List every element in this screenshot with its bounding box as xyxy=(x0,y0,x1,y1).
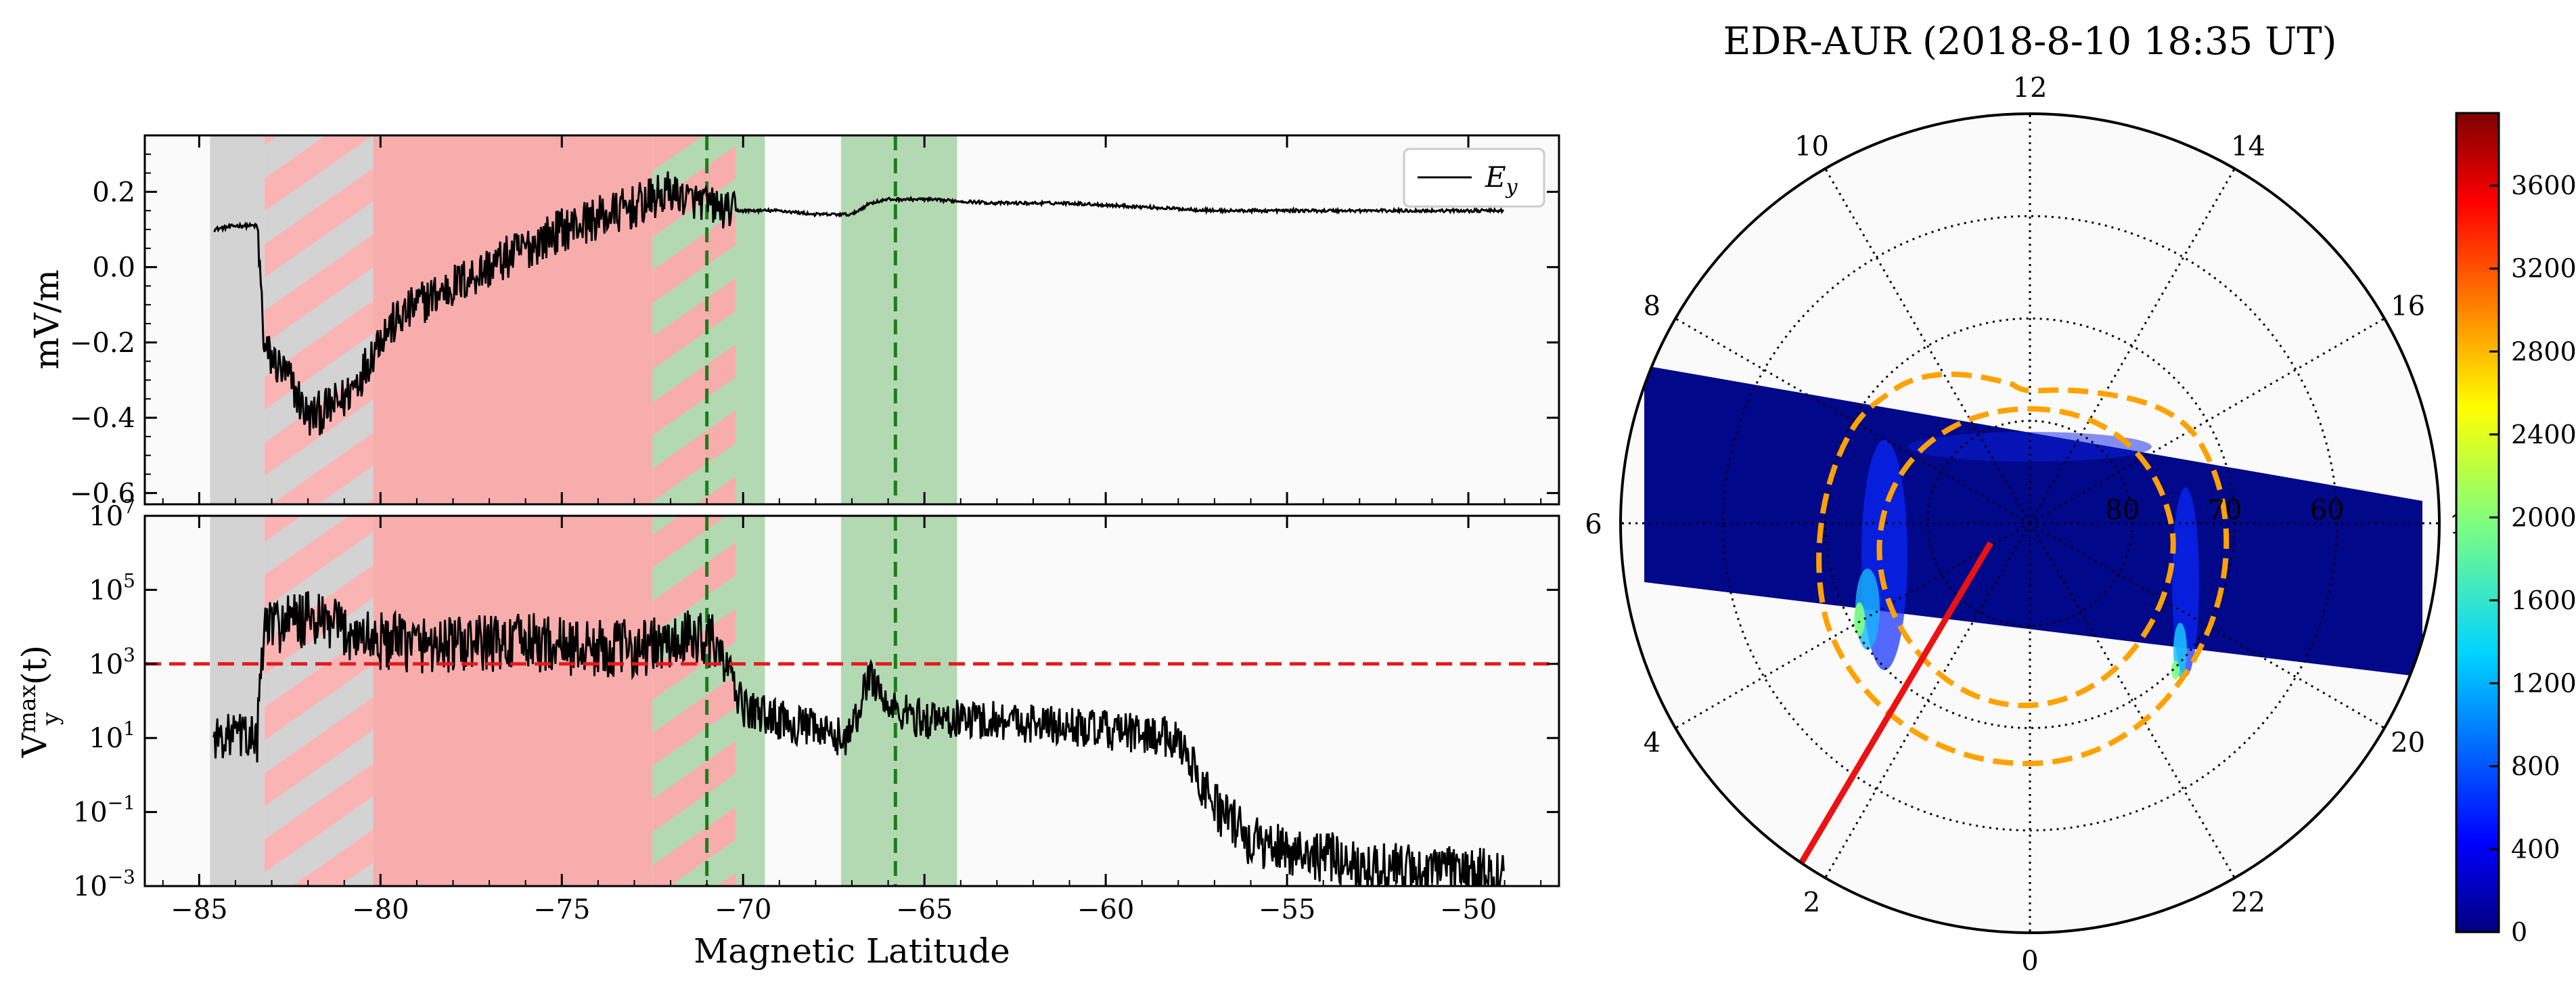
mlt-spoke-22 xyxy=(2029,523,2236,879)
mlt-spoke-20 xyxy=(2029,522,2385,729)
mlt-label: 12 xyxy=(2013,72,2048,104)
mlt-spoke-16 xyxy=(2029,317,2385,525)
legend-box xyxy=(1403,148,1545,208)
colorbar-tick-label: 3600 xyxy=(2511,171,2576,200)
bottom-ytick-label: 10−3 xyxy=(73,866,135,902)
top-y-axis: −0.6 −0.4 −0.2 0.0 0.2 xyxy=(70,153,1559,509)
bottom-ytick-label: 105 xyxy=(89,569,135,606)
bottom-ytick-label: 107 xyxy=(89,495,135,532)
mlt-spoke-10 xyxy=(1824,168,2031,524)
bottom-ytick-label: 101 xyxy=(89,718,135,754)
legend: Ey xyxy=(1403,148,1545,208)
shaded-region-2 xyxy=(264,516,374,886)
bottom-ylabel: Vmaxy(t) xyxy=(14,645,64,758)
top-ytick-label: −0.2 xyxy=(70,328,135,359)
top-regions xyxy=(210,135,957,504)
xtick-label: −65 xyxy=(896,894,953,925)
edr-swath xyxy=(1644,366,2422,677)
colorbar: 0 400 800 1200 1600 2000 2400 2800 3200 3600 xyxy=(2455,112,2576,947)
colorbar-tick-label: 400 xyxy=(2511,834,2560,864)
bottom-x-axis: −85 −80 −75 −70 −65 −60 −55 −50 xyxy=(162,516,1542,925)
colorbar-tick-label: 2800 xyxy=(2511,336,2576,366)
mlt-label: 6 xyxy=(1585,509,1602,540)
polar-title: EDR-AUR (2018-8-10 18:35 UT) xyxy=(1723,20,2337,64)
xtick-label: −55 xyxy=(1259,894,1315,925)
emission-dawn-peak xyxy=(1854,602,1865,636)
mlt-label: 2 xyxy=(1803,887,1820,919)
top-vlines xyxy=(705,135,897,504)
colorbar-tick-label: 2000 xyxy=(2511,502,2576,532)
top-x-ticks xyxy=(162,135,1542,504)
top-ylabel: mV/m xyxy=(27,269,66,370)
top-ytick-label: −0.4 xyxy=(70,403,135,434)
shaded-region-2 xyxy=(264,135,374,504)
satellite-track xyxy=(1799,541,1993,865)
colorbar-tick-label: 3200 xyxy=(2511,254,2576,284)
shaded-region-6 xyxy=(840,135,957,504)
shaded-region-5 xyxy=(736,135,765,504)
mlt-spoke-8 xyxy=(1675,317,2031,525)
ring-label: 70 xyxy=(2208,495,2242,526)
mlt-label: 14 xyxy=(2231,131,2265,162)
mlt-label: 4 xyxy=(1644,728,1660,759)
legend-label: Ey xyxy=(1485,160,1518,199)
bottom-ytick-label: 103 xyxy=(89,644,135,680)
bottom-regions xyxy=(210,516,957,886)
mlt-label: 10 xyxy=(1794,131,1829,162)
shaded-region-1 xyxy=(210,516,265,886)
colorbar-gradient xyxy=(2455,112,2500,933)
polar-panel: EDR-AUR (2018-8-10 18:35 UT) 12141618202… xyxy=(1585,20,2483,977)
colorbar-ticks: 0 400 800 1200 1600 2000 2400 2800 3200 3600 xyxy=(2489,171,2576,947)
vy-max-line xyxy=(212,591,1505,886)
xtick-label: −80 xyxy=(352,894,409,925)
mlt-label: 8 xyxy=(1644,291,1660,322)
polar-grid xyxy=(1621,114,2439,933)
lat-ring-60 xyxy=(1721,215,2338,832)
polar-frame xyxy=(1619,112,2441,934)
colorbar-tick-label: 2400 xyxy=(2511,420,2576,449)
mlt-label: 0 xyxy=(2021,946,2038,977)
xtick-label: −75 xyxy=(533,894,590,925)
top-ytick-label: −0.6 xyxy=(70,478,135,509)
mlt-spoke-2 xyxy=(1824,523,2031,879)
top-panel: −0.6 −0.4 −0.2 0.0 0.2 mV/m Ey xyxy=(27,134,1560,509)
shaded-region-1 xyxy=(210,135,265,504)
shaded-region-3 xyxy=(373,135,653,504)
xtick-label: −60 xyxy=(1077,894,1134,925)
mlt-label: 22 xyxy=(2231,887,2265,919)
ey-line xyxy=(213,171,1505,436)
inner-oval-boundary xyxy=(1876,405,2176,709)
xtick-label: −70 xyxy=(715,894,771,925)
top-ytick-label: 0.2 xyxy=(92,177,135,208)
ring-labels: 80 70 60 xyxy=(2105,495,2344,526)
colorbar-tick-label: 0 xyxy=(2511,917,2527,947)
mlt-label: 16 xyxy=(2391,291,2425,322)
shaded-region-3 xyxy=(373,516,653,886)
mlt-spoke-14 xyxy=(2029,168,2236,524)
top-ytick-label: 0.0 xyxy=(92,252,135,284)
ring-label: 80 xyxy=(2105,495,2140,526)
shaded-region-4 xyxy=(652,516,736,886)
shaded-region-6 xyxy=(840,516,957,886)
bottom-y-axis: 10−3 10−1 101 103 105 107 xyxy=(73,495,1559,902)
x-axis-label: Magnetic Latitude xyxy=(694,931,1010,971)
bottom-ytick-label: 10−1 xyxy=(73,792,135,829)
colorbar-tick-label: 1600 xyxy=(2511,586,2576,615)
ring-label: 60 xyxy=(2310,495,2345,526)
xtick-label: −85 xyxy=(171,894,227,925)
outer-oval-boundary xyxy=(1816,371,2230,767)
colorbar-tick-label: 800 xyxy=(2511,751,2560,781)
colorbar-tick-label: 1200 xyxy=(2511,668,2576,698)
mlt-spoke-4 xyxy=(1675,522,2031,729)
xtick-label: −50 xyxy=(1440,894,1497,925)
mlt-label: 20 xyxy=(2391,728,2425,759)
